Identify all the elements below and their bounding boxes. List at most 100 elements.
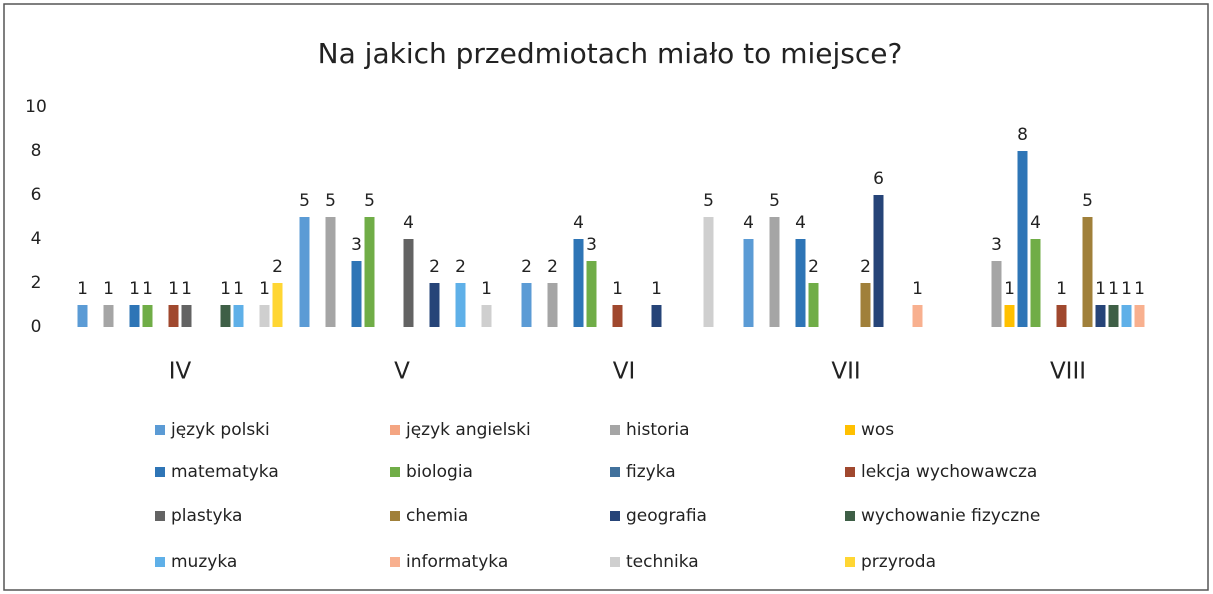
bar <box>1095 305 1106 327</box>
legend-swatch <box>610 467 620 477</box>
data-label: 1 <box>77 279 88 299</box>
legend-swatch <box>390 511 400 521</box>
data-label: 2 <box>455 257 466 277</box>
bar <box>769 217 780 327</box>
bar <box>1004 305 1015 327</box>
legend-swatch <box>610 511 620 521</box>
data-label: 1 <box>168 279 179 299</box>
data-label: 1 <box>220 279 231 299</box>
y-tick-label: 6 <box>31 185 42 205</box>
data-label: 4 <box>1030 213 1041 233</box>
legend-swatch <box>390 425 400 435</box>
data-label: 2 <box>521 257 532 277</box>
bar <box>103 305 114 327</box>
bar <box>403 239 414 327</box>
legend-label: informatyka <box>406 552 508 572</box>
legend-label: muzyka <box>171 552 237 572</box>
data-label: 1 <box>103 279 114 299</box>
y-tick-label: 10 <box>25 97 47 117</box>
bar <box>129 305 140 327</box>
legend-label: plastyka <box>171 506 242 526</box>
bar <box>991 261 1002 327</box>
legend-swatch <box>845 511 855 521</box>
data-label: 1 <box>912 279 923 299</box>
data-label: 2 <box>272 257 283 277</box>
data-label: 1 <box>233 279 244 299</box>
data-label: 5 <box>703 191 714 211</box>
bar <box>651 305 662 327</box>
legend-label: wychowanie fizyczne <box>861 506 1040 526</box>
data-label: 5 <box>364 191 375 211</box>
legend-swatch <box>390 467 400 477</box>
data-label: 5 <box>1082 191 1093 211</box>
bar <box>168 305 179 327</box>
y-tick-label: 4 <box>31 229 42 249</box>
legend-swatch <box>610 557 620 567</box>
data-label: 1 <box>259 279 270 299</box>
data-label: 2 <box>547 257 558 277</box>
bar <box>1056 305 1067 327</box>
data-label: 2 <box>808 257 819 277</box>
bar <box>351 261 362 327</box>
data-label: 1 <box>129 279 140 299</box>
data-label: 4 <box>573 213 584 233</box>
bar <box>573 239 584 327</box>
data-label: 5 <box>299 191 310 211</box>
bar <box>455 283 466 327</box>
legend-label: geografia <box>626 506 707 526</box>
y-tick-label: 8 <box>31 141 42 161</box>
chart-title: Na jakich przedmiotach miało to miejsce? <box>318 37 903 70</box>
data-label: 4 <box>403 213 414 233</box>
legend-label: technika <box>626 552 699 572</box>
data-label: 2 <box>429 257 440 277</box>
legend-swatch <box>845 557 855 567</box>
data-label: 4 <box>795 213 806 233</box>
bar <box>912 305 923 327</box>
legend-label: wos <box>861 420 894 440</box>
legend-swatch <box>155 511 165 521</box>
bar <box>612 305 623 327</box>
bar <box>1082 217 1093 327</box>
bar <box>181 305 192 327</box>
bar <box>743 239 754 327</box>
data-label: 1 <box>1004 279 1015 299</box>
data-label: 1 <box>651 279 662 299</box>
x-tick-label: IV <box>169 359 192 385</box>
bar <box>586 261 597 327</box>
data-label: 3 <box>586 235 597 255</box>
legend-swatch <box>155 467 165 477</box>
data-label: 6 <box>873 169 884 189</box>
data-label: 8 <box>1017 125 1028 145</box>
data-label: 2 <box>860 257 871 277</box>
data-label: 3 <box>991 235 1002 255</box>
bar <box>1017 151 1028 327</box>
data-label: 1 <box>1095 279 1106 299</box>
bar <box>1121 305 1132 327</box>
data-label: 5 <box>325 191 336 211</box>
bar <box>1134 305 1145 327</box>
x-tick-label: VII <box>831 359 860 385</box>
bar <box>233 305 244 327</box>
legend-label: chemia <box>406 506 468 526</box>
legend-label: przyroda <box>861 552 936 572</box>
bar <box>142 305 153 327</box>
bar <box>873 195 884 327</box>
data-label: 1 <box>612 279 623 299</box>
legend-swatch <box>390 557 400 567</box>
bar <box>77 305 88 327</box>
bar <box>259 305 270 327</box>
y-tick-label: 2 <box>31 273 42 293</box>
bar <box>808 283 819 327</box>
bar <box>325 217 336 327</box>
legend-swatch <box>610 425 620 435</box>
data-label: 4 <box>743 213 754 233</box>
bar <box>481 305 492 327</box>
bar <box>272 283 283 327</box>
data-label: 1 <box>1134 279 1145 299</box>
bar <box>1030 239 1041 327</box>
legend-label: historia <box>626 420 690 440</box>
bar <box>220 305 231 327</box>
legend-label: matematyka <box>171 462 279 482</box>
legend-label: lekcja wychowawcza <box>861 462 1037 482</box>
